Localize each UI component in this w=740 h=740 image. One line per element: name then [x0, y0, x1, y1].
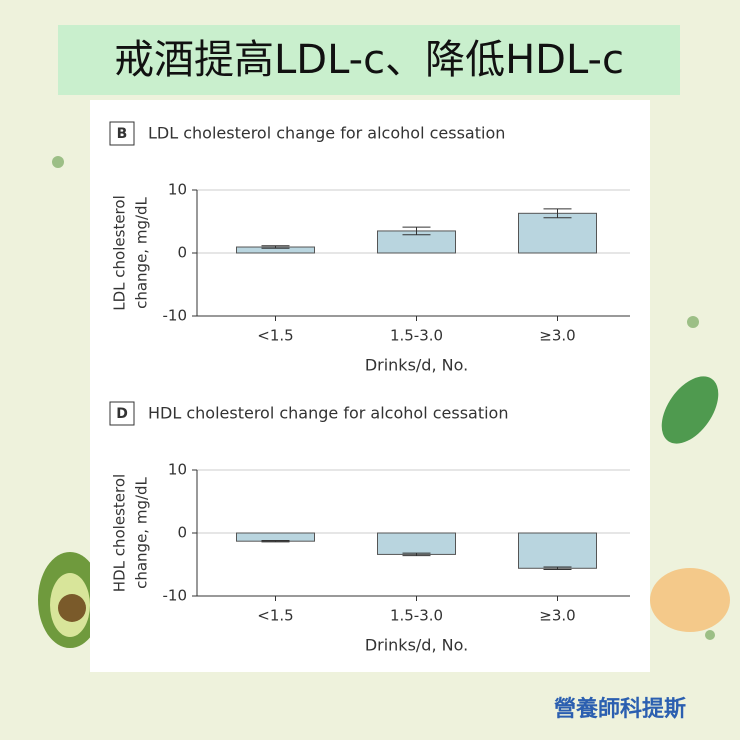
y-tick-label: 10: [168, 461, 187, 479]
y-tick-label: -10: [163, 587, 188, 605]
title-box: [58, 25, 680, 95]
bar: [518, 532, 597, 569]
panel-label-box: [109, 121, 135, 146]
dot: [52, 156, 64, 168]
bar: [236, 532, 315, 542]
dot: [687, 316, 699, 328]
x-tick-label: <1.5: [257, 607, 293, 625]
dot: [705, 630, 715, 640]
panel-label: B: [117, 126, 128, 142]
decor: [650, 568, 730, 632]
y-axis-label: LDL cholesterol: [111, 195, 129, 310]
y-axis-label: change, mg/dL: [133, 476, 151, 588]
y-tick-label: 0: [177, 244, 187, 262]
y-tick-label: -10: [163, 307, 188, 325]
x-tick-label: 1.5-3.0: [390, 607, 443, 625]
credit: 營養師科提斯: [554, 696, 686, 722]
chart-title: LDL cholesterol change for alcohol cessa…: [148, 124, 505, 143]
leaf: [661, 376, 719, 444]
page-title: 戒酒提高LDL-c、降低HDL-c: [114, 37, 624, 83]
x-tick-label: ≥3.0: [539, 327, 575, 345]
x-tick-label: ≥3.0: [539, 607, 575, 625]
x-tick-label: 1.5-3.0: [390, 327, 443, 345]
y-axis-label: HDL cholesterol: [111, 474, 129, 592]
avocado-pit: [58, 594, 86, 622]
chart-title: HDL cholesterol change for alcohol cessa…: [148, 404, 508, 423]
y-axis-label: change, mg/dL: [133, 196, 151, 308]
y-tick-label: 10: [168, 181, 187, 199]
panel-label-box: [109, 401, 135, 426]
x-axis-label: Drinks/d, No.: [365, 356, 468, 375]
bar: [518, 212, 597, 254]
figure-panel: [90, 100, 650, 672]
bar: [377, 532, 456, 555]
y-tick-label: 0: [177, 524, 187, 542]
x-axis-label: Drinks/d, No.: [365, 636, 468, 655]
panel-label: D: [116, 406, 128, 422]
x-tick-label: <1.5: [257, 327, 293, 345]
